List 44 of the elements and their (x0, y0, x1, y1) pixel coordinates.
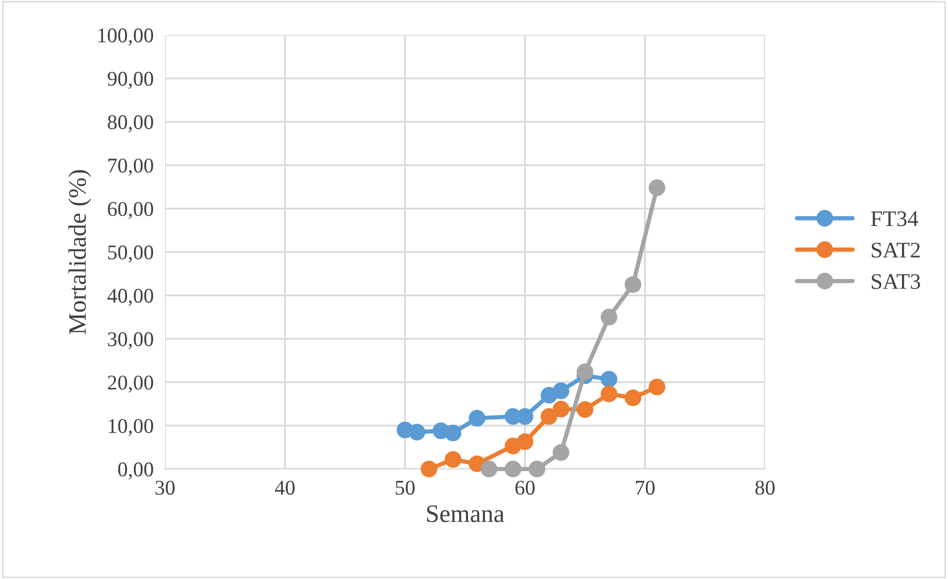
point (624, 276, 642, 293)
point (600, 386, 618, 402)
y-axis-title: Mortalidade (%) (68, 170, 92, 334)
x-tick-label: 70 (636, 480, 655, 495)
y-tick-label: 80,00 (108, 115, 154, 132)
point (480, 460, 498, 478)
legend-label: FT34 (870, 211, 918, 226)
point (600, 308, 618, 326)
legend-label: SAT3 (872, 274, 920, 290)
point (528, 460, 546, 478)
point (444, 451, 462, 468)
point (516, 433, 534, 450)
point (648, 378, 666, 396)
point (408, 424, 426, 440)
point (624, 389, 642, 406)
x-tick-label: 80 (755, 480, 775, 495)
x-tick-label: 30 (156, 480, 175, 495)
y-tick-label: 100,00 (98, 28, 154, 46)
legend-label: SAT2 (872, 242, 920, 258)
y-tick-label: 30,00 (108, 332, 154, 350)
point (504, 460, 522, 478)
point (444, 424, 462, 442)
point (552, 382, 570, 400)
y-tick-label: 20,00 (108, 376, 154, 393)
y-tick-label: 40,00 (107, 288, 154, 306)
y-tick-label: 90,00 (108, 72, 154, 89)
point (576, 363, 594, 380)
x-tick-label: 50 (396, 480, 415, 495)
point (552, 400, 570, 418)
x-axis-title: Semana (427, 505, 504, 522)
y-tick-label: 0,00 (118, 462, 154, 480)
point (540, 408, 558, 425)
point (420, 460, 438, 478)
point (468, 410, 486, 427)
y-tick-label: 10,00 (108, 418, 154, 436)
x-tick-label: 60 (515, 480, 535, 495)
y-tick-label: 50,00 (108, 245, 154, 262)
point (648, 179, 666, 196)
x-tick-label: 40 (274, 480, 295, 495)
point (600, 370, 618, 388)
y-tick-label: 70,00 (108, 158, 154, 176)
point (576, 401, 594, 418)
y-tick-label: 60,00 (108, 202, 154, 220)
point (552, 444, 570, 461)
